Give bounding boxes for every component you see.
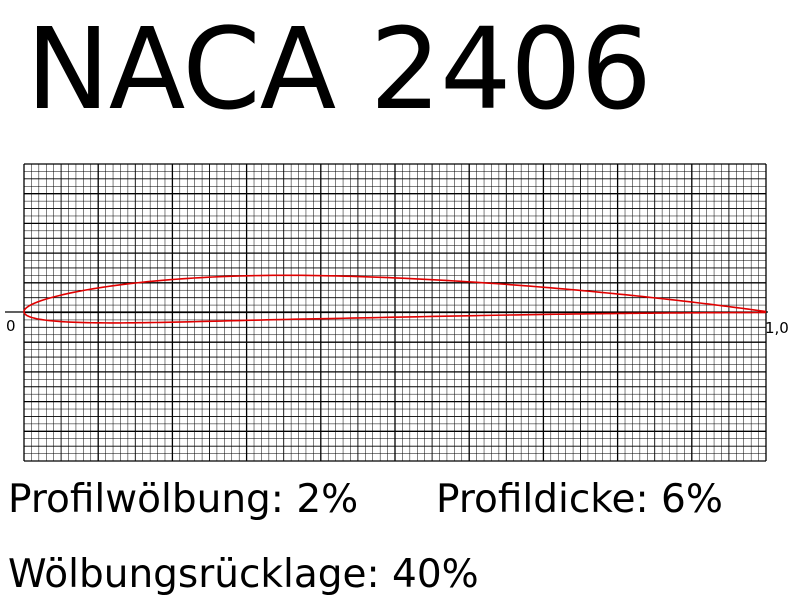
page-title: NACA 2406 — [26, 5, 652, 135]
camber-label: Profilwölbung: 2% — [8, 477, 359, 522]
airfoil-outline — [23, 274, 767, 324]
camber-position-label: Wölbungsrücklage: 40% — [8, 552, 479, 597]
x-end-label: 1,0 — [765, 319, 789, 337]
x-start-label: 0 — [6, 317, 16, 335]
thickness-label: Profildicke: 6% — [436, 477, 723, 522]
